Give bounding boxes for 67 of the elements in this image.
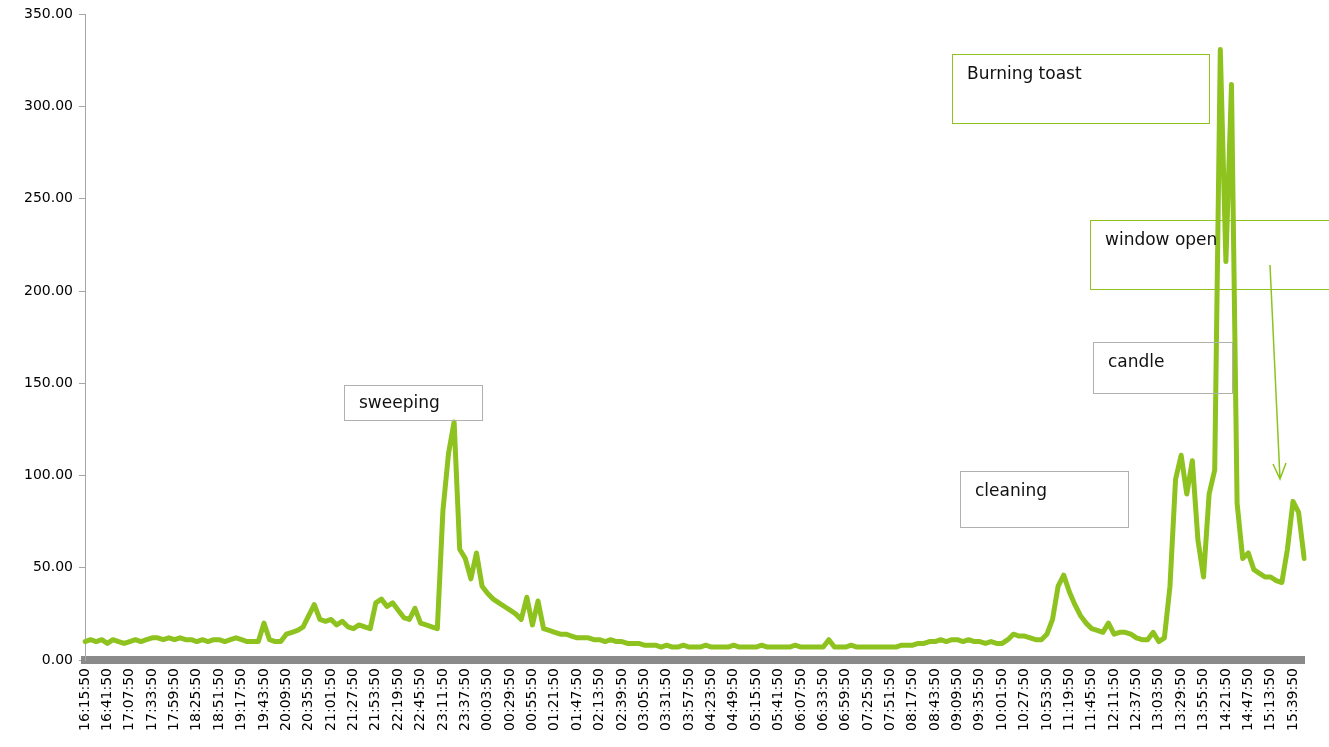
x-tick-label: 14:47:50 [1238,668,1255,731]
x-tick-label: 02:13:50 [590,668,607,731]
x-tick-label: 21:53:50 [366,668,383,731]
x-tick-label: 00:03:50 [478,668,495,731]
x-tick-label: 10:01:50 [992,668,1009,731]
y-tick-label: 0.00 [41,650,73,667]
x-tick-label: 15:39:50 [1283,668,1300,731]
x-tick-label: 12:37:50 [1127,668,1144,731]
y-tick-label: 100.00 [24,466,73,483]
x-tick-label: 22:19:50 [388,668,405,731]
x-tick-label: 04:49:50 [724,668,741,731]
x-tick-label: 10:27:50 [1015,668,1032,731]
x-tick-label: 01:47:50 [567,668,584,731]
y-tick-label: 50.00 [32,558,73,575]
x-tick-label: 09:35:50 [970,668,987,731]
x-tick-label: 08:17:50 [903,668,920,731]
x-tick-label: 12:11:50 [1104,668,1121,731]
y-tick-label: 200.00 [24,281,73,298]
x-tick-label: 15:13:50 [1261,668,1278,731]
x-tick-label: 22:45:50 [411,668,428,731]
x-tick-label: 07:51:50 [880,668,897,731]
x-tick-label: 20:09:50 [276,668,293,731]
x-tick-label: 05:41:50 [769,668,786,731]
x-tick-label: 14:21:50 [1216,668,1233,731]
x-tick-label: 11:19:50 [1059,668,1076,731]
x-tick-label: 06:59:50 [836,668,853,731]
x-tick-label: 13:55:50 [1194,668,1211,731]
x-tick-label: 06:07:50 [791,668,808,731]
x-tick-label: 18:51:50 [209,668,226,731]
x-tick-label: 05:15:50 [746,668,763,731]
x-tick-label: 18:25:50 [187,668,204,731]
x-tick-label: 06:33:50 [813,668,830,731]
x-tick-label: 19:17:50 [232,668,249,731]
y-tick-label: 350.00 [24,5,73,22]
y-tick-label: 250.00 [24,189,73,206]
x-tick-label: 17:59:50 [165,668,182,731]
x-tick-label: 19:43:50 [254,668,271,731]
x-tick-label: 04:23:50 [702,668,719,731]
x-tick-label: 03:57:50 [679,668,696,731]
annotation: candle [1093,342,1233,394]
x-tick-label: 03:31:50 [657,668,674,731]
x-tick-label: 17:33:50 [142,668,159,731]
x-tick-label: 21:01:50 [321,668,338,731]
x-tick-label: 17:07:50 [120,668,137,731]
annotation: cleaning [960,471,1129,528]
x-tick-label: 21:27:50 [344,668,361,731]
x-tick-label: 00:29:50 [500,668,517,731]
x-tick-label: 00:55:50 [523,668,540,731]
annotation: Burning toast [952,54,1210,124]
x-tick-label: 13:03:50 [1149,668,1166,731]
x-tick-label: 02:39:50 [612,668,629,731]
x-tick-label: 23:11:50 [433,668,450,731]
y-tick-label: 300.00 [24,97,73,114]
x-tick-label: 23:37:50 [455,668,472,731]
x-tick-label: 08:43:50 [925,668,942,731]
x-tick-label: 16:15:50 [75,668,92,731]
x-tick-label: 16:41:50 [98,668,115,731]
x-tick-label: 11:45:50 [1082,668,1099,731]
x-tick-label: 13:29:50 [1171,668,1188,731]
x-tick-label: 07:25:50 [858,668,875,731]
x-tick-label: 01:21:50 [545,668,562,731]
x-tick-label: 03:05:50 [634,668,651,731]
x-tick-label: 20:35:50 [299,668,316,731]
x-tick-label: 09:09:50 [948,668,965,731]
x-tick-label: 10:53:50 [1037,668,1054,731]
y-tick-label: 150.00 [24,373,73,390]
annotation: sweeping [344,385,483,421]
